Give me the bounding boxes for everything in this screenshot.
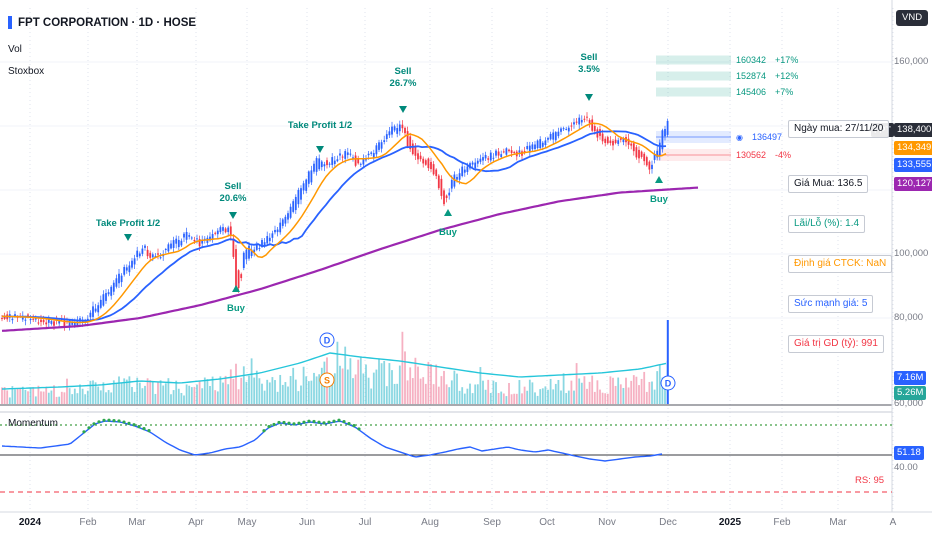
grid-lines [0, 8, 894, 512]
momentum-pane [0, 418, 892, 493]
ma-mid-line [2, 130, 667, 322]
moving-average-lines [1, 122, 699, 332]
legend-item-vol[interactable]: Vol [8, 44, 22, 55]
rs-value-label: RS: 95 [855, 475, 885, 486]
candlesticks [1, 112, 669, 331]
symbol-title: FPT CORPORATION · 1D · HOSE [18, 16, 197, 29]
target-zone-bands [656, 55, 731, 161]
pane-separators [0, 0, 932, 513]
symbol-legend[interactable]: FPT CORPORATION · 1D · HOSE [8, 16, 196, 29]
volume-bars [1, 320, 669, 404]
currency-button[interactable]: VND [896, 10, 929, 26]
ma-slow-line [1, 186, 699, 332]
symbol-accent-bar [8, 16, 12, 29]
momentum-line [1, 420, 663, 462]
legend-item-stoxbox[interactable]: Stoxbox [8, 66, 45, 77]
ma-fast-line [2, 122, 667, 324]
volume-ma-line [1, 352, 667, 390]
momentum-pane-label[interactable]: Momentum [8, 418, 59, 429]
